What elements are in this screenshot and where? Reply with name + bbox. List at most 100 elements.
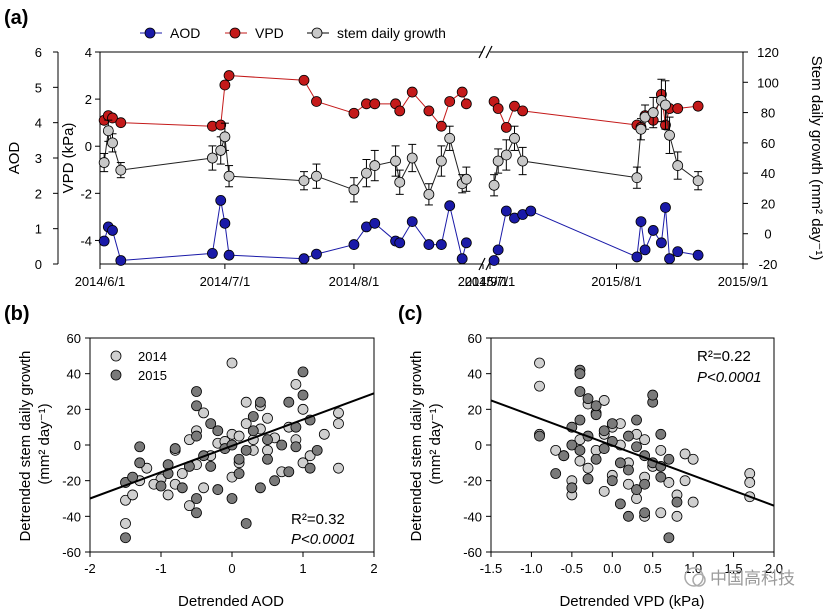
scatter-point-2014 [687,496,699,508]
data-point-VPD [215,119,227,131]
data-point-VPD [298,74,310,86]
scatter-point-2014 [120,518,131,529]
data-point-stem-daily-growth [390,155,401,167]
scatter-point-2014 [176,468,188,479]
y-tick-label: 40 [67,367,81,382]
panel-label-b: (b) [4,303,30,325]
scatter-point-2014 [631,493,642,504]
scatter-point-2015 [582,393,594,405]
data-point-AOD [492,244,504,256]
scatter-point-2015 [614,498,626,510]
y-tick-label: 20 [468,402,482,417]
scatter-point-2015 [240,444,252,456]
scatter-point-2015 [574,414,586,426]
y-tick-label: 0 [74,438,81,453]
scatter-point-2015 [304,462,316,474]
y-tick-label: -20 [463,474,482,489]
data-point-VPD [348,107,360,119]
legend-label: 2015 [138,368,167,383]
scatter-point-2014 [582,462,594,474]
scatter-point-2015 [205,460,217,472]
scatter-point-2014 [744,468,756,479]
aod-tick-label: 5 [35,80,42,95]
data-point-AOD [647,225,659,236]
data-point-VPD [456,86,468,98]
data-point-stem-daily-growth [692,175,704,187]
axis-break-mark [478,45,486,59]
scatter-point-2015 [212,484,224,495]
scatter-point-2015 [191,507,202,519]
scatter-point-2015 [550,468,562,479]
data-point-VPD [492,103,504,114]
scatter-point-2015 [212,425,224,437]
data-point-AOD [107,225,118,236]
x-tick-label: 2015/9/1 [718,274,769,289]
data-point-stem-daily-growth [509,132,520,144]
legend-label: 2014 [138,349,167,364]
scatter-point-2015 [191,400,202,412]
data-point-VPD [406,86,418,98]
scatter-point-2015 [558,450,570,462]
scatter-point-2014 [655,444,667,456]
panel-a-aod-axis-title: AOD [6,142,23,175]
scatter-point-2015 [639,478,651,490]
scatter-point-2015 [647,389,659,401]
x-tick-label: 2014/7/1 [200,274,251,289]
x-tick-label: -1.5 [480,561,502,576]
data-point-AOD [655,237,667,249]
data-point-AOD [98,235,110,247]
scatter-point-2015 [233,468,245,479]
panel-b-y-title-line2: (mm² day⁻¹) [36,403,53,484]
scatter-point-2015 [598,425,610,437]
series-line-VPD [103,75,467,128]
scatter-point-2015 [297,389,309,401]
x-tick-label: 2014/6/1 [75,274,126,289]
data-point-AOD [223,249,235,261]
data-point-stem-daily-growth [435,155,447,167]
panel-c-y-title: Detrended stem daily growth (mm² day⁻¹) [408,346,444,541]
data-point-VPD [223,70,235,81]
scatter-point-2014 [663,477,675,488]
panel-c-chart: -1.5 -1.0 -0.5 0.0 0.5 1.0 1.5 2.0-60-40-200204… [408,331,783,610]
scatter-point-2015 [155,480,167,492]
aod-tick-label: 4 [35,116,42,131]
y-tick-label: -20 [62,474,81,489]
data-point-stem-daily-growth [219,131,231,143]
panel-a-chart: AOD VPD stem daily growth 0123456-4-2024-2… [6,25,825,289]
data-point-AOD [635,216,647,228]
y-tick-label: -60 [463,545,482,560]
aod-tick-label: 0 [35,257,42,272]
panel-c-r2: R²=0.22 [697,348,751,365]
data-point-stem-daily-growth [115,164,127,176]
data-point-AOD [672,246,684,258]
scatter-point-2015 [606,418,618,430]
data-point-VPD [115,117,127,129]
data-point-AOD [488,255,500,266]
y-tick-label: 60 [67,331,81,346]
aod-tick-label: 2 [35,186,42,201]
data-point-AOD [460,237,472,249]
growth-tick-label: 40 [761,166,775,181]
data-point-VPD [435,120,447,132]
scatter-point-2015 [606,475,618,487]
x-tick-label: -1.0 [520,561,542,576]
scatter-point-2014 [534,380,545,392]
data-point-stem-daily-growth [500,149,512,161]
scatter-point-2014 [141,462,153,474]
scatter-point-2015 [262,434,273,446]
data-point-AOD [348,239,360,250]
data-point-AOD [456,253,468,265]
growth-tick-label: 120 [757,45,779,60]
scatter-point-2015 [631,414,642,426]
scatter-point-2015 [663,532,675,544]
y-tick-label: 20 [67,402,81,417]
x-tick-label: 0 [228,561,235,576]
scatter-point-2015 [671,496,683,508]
scatter-point-2014 [623,478,634,490]
vpd-tick-label: -2 [80,186,92,201]
axis-break-mark [478,257,486,271]
scatter-point-2015 [614,457,626,469]
scatter-point-2014 [120,494,131,506]
scatter-point-2015 [283,466,295,478]
watermark: 中国高科技 [684,567,795,589]
